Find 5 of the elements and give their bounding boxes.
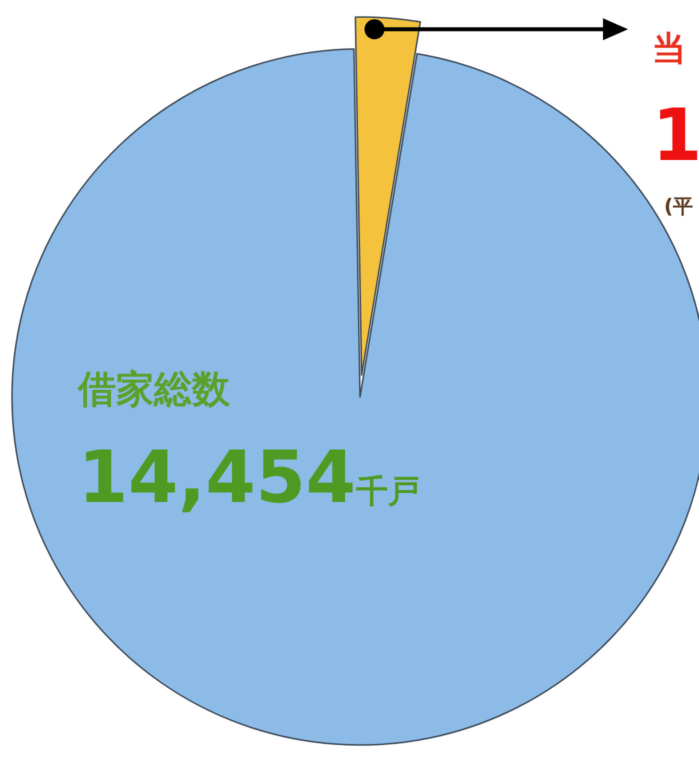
text: 1 <box>652 93 699 177</box>
text: 14,454千戸 <box>78 435 420 519</box>
text: 借家総数 <box>76 367 231 411</box>
text: 当 <box>652 29 686 69</box>
text: (平 <box>664 194 694 218</box>
